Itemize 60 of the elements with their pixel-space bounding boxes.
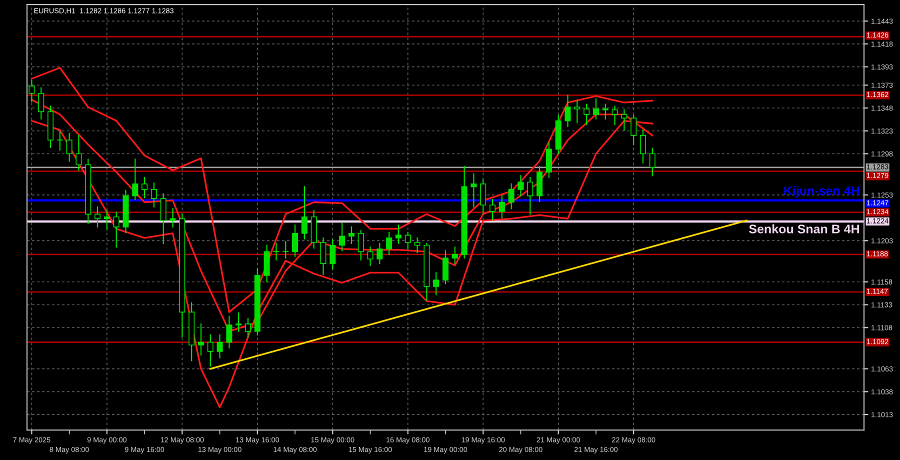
candlestick <box>160 193 166 244</box>
candlestick <box>376 242 383 264</box>
candlestick <box>76 134 82 171</box>
candlestick <box>94 206 101 228</box>
candlestick <box>536 166 543 202</box>
candlestick <box>207 334 214 367</box>
candlestick <box>320 237 326 276</box>
candlestick <box>339 222 346 252</box>
candlestick <box>508 183 514 210</box>
candlestick <box>142 176 148 198</box>
candlestick <box>574 100 580 124</box>
candlestick <box>66 133 72 162</box>
candlestick <box>38 87 44 120</box>
candlestick <box>28 80 35 102</box>
candlestick <box>433 272 440 296</box>
candlestick <box>226 316 232 348</box>
candlestick <box>56 131 63 151</box>
candlestick <box>150 182 157 208</box>
candlestick <box>518 175 524 196</box>
candlestick <box>612 106 618 126</box>
candlestick <box>292 224 298 257</box>
candlestick <box>330 239 336 270</box>
candlestick <box>442 250 449 284</box>
candlestick <box>282 241 289 259</box>
candlestick <box>367 246 374 266</box>
candlestick <box>264 244 270 282</box>
candlestick <box>348 226 354 244</box>
candlestick <box>358 230 364 260</box>
candlestick <box>470 173 477 208</box>
candlestick <box>546 142 552 178</box>
candlestick <box>273 242 280 260</box>
candlestick <box>564 94 571 127</box>
candlestick <box>649 148 656 176</box>
candlestick <box>113 212 120 248</box>
candlestick <box>245 318 252 338</box>
candlestick <box>498 195 505 218</box>
candlestick <box>198 323 204 356</box>
candlestick <box>592 98 599 120</box>
line-series <box>30 66 654 313</box>
candlestick <box>170 208 176 228</box>
candlestick <box>386 232 392 255</box>
candlestick <box>621 109 628 131</box>
annotation: Senkou Snan B 4H <box>749 224 859 234</box>
candlestick <box>414 237 420 254</box>
candlestick <box>452 246 458 264</box>
candlestick <box>404 232 411 250</box>
candlestick <box>216 334 223 358</box>
candlestick <box>527 176 534 215</box>
candlestick <box>395 224 402 244</box>
candlestick <box>132 158 138 200</box>
candlestick <box>584 104 590 126</box>
candlestick <box>640 129 646 164</box>
annotation: Kijun-sen 4H <box>784 186 859 198</box>
candlestick <box>236 312 242 332</box>
candlestick <box>490 198 496 220</box>
candlestick <box>480 178 486 215</box>
candlestick <box>301 186 308 240</box>
candlestick <box>630 114 637 146</box>
candlestick <box>104 210 110 230</box>
candlestick <box>602 104 608 120</box>
